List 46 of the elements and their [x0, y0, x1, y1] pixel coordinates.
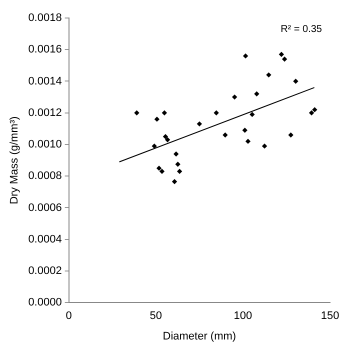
point — [175, 162, 180, 167]
point — [288, 132, 294, 138]
point — [293, 78, 298, 84]
point — [308, 110, 314, 116]
point — [232, 94, 238, 100]
annotation: R² = 0.35 — [280, 24, 322, 35]
y-tick-label: 0.0000 — [28, 296, 62, 309]
point — [262, 143, 268, 149]
y-axis-title: Dry Mass (g/mm³) — [8, 116, 21, 204]
point — [242, 128, 248, 133]
y-tick-label: 0.0010 — [28, 138, 62, 151]
point — [154, 116, 160, 122]
point — [162, 110, 168, 116]
x-tick-label: 150 — [320, 310, 340, 322]
point — [172, 179, 178, 184]
y-tick-label: 0.0004 — [28, 233, 62, 246]
point — [176, 168, 182, 174]
point — [162, 134, 168, 140]
point — [266, 72, 272, 78]
y-tick-label: 0.0012 — [28, 106, 62, 119]
point — [214, 110, 219, 116]
point — [278, 52, 284, 57]
y-tick-label: 0.0018 — [28, 12, 62, 24]
point — [312, 107, 318, 112]
point — [282, 56, 288, 62]
point — [250, 112, 255, 118]
y-tick-label: 0.0014 — [28, 75, 62, 88]
x-axis-title: Diameter (mm) — [162, 330, 236, 342]
point — [254, 91, 260, 96]
point — [152, 143, 157, 149]
x-tick-label: 100 — [234, 310, 252, 322]
point — [242, 53, 248, 59]
y-tick-label: 0.0006 — [28, 202, 62, 214]
y-tick-label: 0.0002 — [28, 265, 62, 278]
point — [222, 132, 228, 138]
x-tick-label: 0 — [66, 310, 72, 322]
point — [156, 166, 162, 171]
point — [173, 151, 179, 157]
point — [245, 138, 251, 144]
point — [164, 137, 170, 142]
point — [196, 121, 202, 127]
point — [159, 168, 165, 174]
point — [134, 110, 140, 116]
y-tick-label: 0.0008 — [28, 170, 62, 182]
y-tick-label: 0.0016 — [28, 44, 62, 56]
x-tick-label: 50 — [150, 310, 162, 322]
